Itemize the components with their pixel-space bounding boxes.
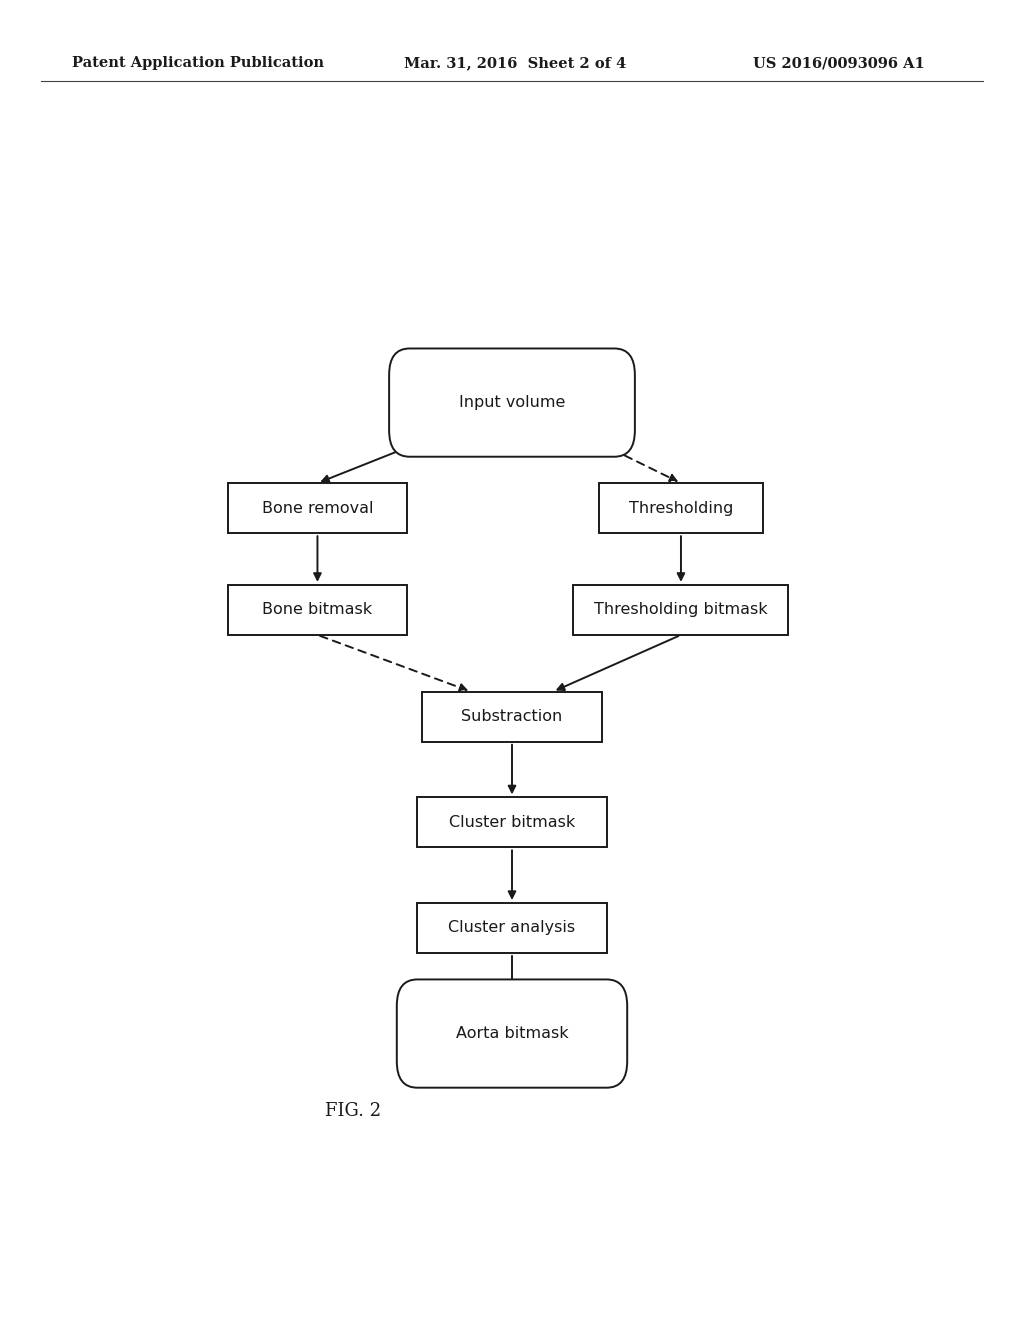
- FancyBboxPatch shape: [422, 692, 601, 742]
- Text: Patent Application Publication: Patent Application Publication: [72, 57, 324, 70]
- Text: Input volume: Input volume: [459, 395, 565, 411]
- Text: Substraction: Substraction: [462, 709, 562, 725]
- FancyBboxPatch shape: [227, 585, 407, 635]
- Text: Thresholding bitmask: Thresholding bitmask: [594, 602, 768, 618]
- Text: US 2016/0093096 A1: US 2016/0093096 A1: [753, 57, 925, 70]
- FancyBboxPatch shape: [573, 585, 788, 635]
- Text: Aorta bitmask: Aorta bitmask: [456, 1026, 568, 1041]
- Text: FIG. 2: FIG. 2: [326, 1102, 381, 1121]
- Text: Cluster analysis: Cluster analysis: [449, 920, 575, 936]
- FancyBboxPatch shape: [418, 903, 606, 953]
- FancyBboxPatch shape: [389, 348, 635, 457]
- Text: Cluster bitmask: Cluster bitmask: [449, 814, 575, 830]
- FancyBboxPatch shape: [227, 483, 407, 533]
- Text: Thresholding: Thresholding: [629, 500, 733, 516]
- FancyBboxPatch shape: [599, 483, 763, 533]
- FancyBboxPatch shape: [418, 797, 606, 847]
- FancyBboxPatch shape: [396, 979, 627, 1088]
- Text: Bone bitmask: Bone bitmask: [262, 602, 373, 618]
- Text: Bone removal: Bone removal: [262, 500, 373, 516]
- Text: Mar. 31, 2016  Sheet 2 of 4: Mar. 31, 2016 Sheet 2 of 4: [404, 57, 627, 70]
